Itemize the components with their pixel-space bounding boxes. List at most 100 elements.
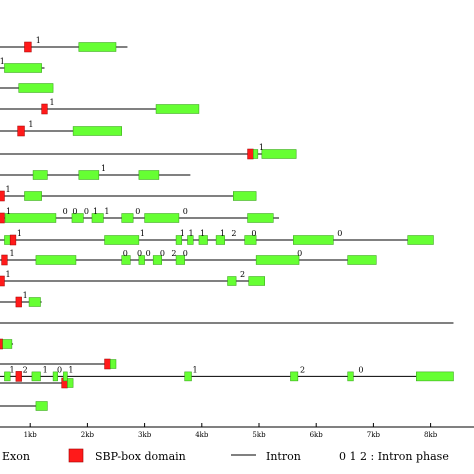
sbp-box-domain	[0, 275, 5, 287]
exon-block	[138, 255, 145, 265]
intron-phase-label: 1	[17, 229, 22, 238]
intron-phase-label: 1	[140, 229, 145, 238]
sbp-box-domain	[17, 125, 25, 137]
intron-phase-label: 1	[68, 365, 73, 374]
intron-phase-label: 1	[6, 207, 11, 216]
sbp-box-domain	[0, 212, 5, 224]
exon-block	[52, 371, 58, 382]
sbp-box-domain	[24, 41, 32, 53]
intron-phase-label: 0	[160, 249, 165, 258]
gene-row: 1	[0, 83, 54, 93]
intron-phase-label: 0	[57, 365, 62, 374]
exon-block	[110, 359, 117, 369]
exon-block	[2, 339, 13, 349]
exon-block	[198, 235, 208, 245]
legend: Exon SBP-box domain Intron 0 1 2 : Intro…	[2, 448, 449, 463]
exon-block	[253, 149, 259, 159]
exon-block	[416, 371, 454, 382]
exon-block	[18, 83, 54, 93]
exon-block	[255, 255, 300, 265]
axis-tick-label: 3kb	[138, 431, 152, 439]
exon-block	[347, 255, 377, 265]
intron-phase-label: 1	[189, 229, 194, 238]
intron-phase-label: 0	[123, 249, 128, 258]
exon-block	[31, 371, 41, 382]
intron-phase-label: 1	[9, 365, 14, 374]
exon-block	[227, 276, 237, 286]
exon-block	[78, 42, 117, 52]
axis-tick-label: 7kb	[367, 431, 381, 439]
gene-row: 210000200	[0, 249, 377, 266]
exon-block	[175, 235, 183, 245]
exon-block	[184, 371, 192, 382]
intron-phase-label: 1	[93, 207, 98, 216]
intron-phase-label: 0	[135, 207, 140, 216]
exon-block	[138, 170, 160, 180]
gene-row: 21	[0, 143, 297, 160]
gene-rows: 2111212121210121000110021111112002100002…	[0, 36, 454, 411]
legend-phase-label: 0 1 2 : Intron phase	[339, 450, 449, 463]
intron-phase-label: 1	[101, 164, 106, 173]
exon-block	[187, 235, 194, 245]
exon-block	[32, 170, 48, 180]
exon-block	[35, 255, 77, 265]
gene-row: 21	[0, 98, 200, 115]
intron-phase-label: 0	[183, 207, 188, 216]
gene-row: 2	[0, 338, 14, 350]
legend-exon-label: Exon	[2, 450, 30, 463]
gene-row	[0, 401, 48, 411]
exon-block	[144, 213, 180, 223]
gene-row: 212101120	[0, 365, 454, 382]
axis-tick-label: 4kb	[195, 431, 209, 439]
exon-block	[71, 213, 84, 223]
sbp-box-domain	[15, 296, 22, 308]
exon-block	[233, 191, 257, 201]
intron-phase-label: 1	[180, 229, 185, 238]
intron-phase-label: 1	[36, 36, 41, 45]
intron-phase-label: 1	[28, 120, 33, 129]
intron-phase-label: 0	[337, 229, 342, 238]
intron-phase-label: 0	[183, 249, 188, 258]
exon-block	[35, 401, 48, 411]
exon-block	[261, 149, 297, 159]
gene-row: 2111111200	[0, 229, 434, 246]
exon-block	[67, 378, 74, 388]
intron-phase-label: 0	[137, 249, 142, 258]
intron-phase-label: 1	[5, 270, 10, 279]
gene-row: 210001100	[0, 207, 280, 224]
axis-tick-label: 8kb	[424, 431, 438, 439]
intron-phase-label: 0	[297, 249, 302, 258]
sbp-box-domain	[104, 358, 111, 370]
intron-phase-label: 2	[240, 270, 245, 279]
exon-block	[347, 371, 354, 382]
intron-phase-label: 2	[231, 229, 236, 238]
intron-phase-label: 1	[50, 98, 55, 107]
exon-block	[4, 371, 11, 382]
intron-phase-label: 1	[193, 365, 198, 374]
intron-phase-label: 1	[220, 229, 225, 238]
intron-phase-label: 0	[63, 207, 68, 216]
intron-phase-label: 0	[358, 365, 363, 374]
intron-phase-label: 1	[0, 57, 5, 66]
exon-block	[121, 255, 131, 265]
sbp-box-domain	[1, 254, 8, 266]
axis-tick-label: 1kb	[24, 431, 38, 439]
gene-row: 21	[0, 291, 42, 308]
intron-phase-label: 1	[104, 207, 109, 216]
axis-tick-label: 5kb	[252, 431, 266, 439]
exon-block	[72, 126, 122, 136]
exon-block	[152, 255, 163, 265]
intron-phase-label: 0	[146, 249, 151, 258]
intron-phase-label: 0	[84, 207, 89, 216]
intron-phase-label: 0	[251, 229, 256, 238]
axis-tick-label: 6kb	[310, 431, 324, 439]
sbp-box-domain	[0, 190, 5, 202]
gene-row: 1	[0, 57, 45, 73]
exon-block	[247, 213, 274, 223]
exon-block	[175, 255, 185, 265]
sbp-box-domain	[0, 338, 3, 350]
exon-block	[215, 235, 225, 245]
scale-axis: 1kb 2kb 3kb 4kb 5kb 6kb 7kb 8kb	[0, 423, 474, 439]
gene-row: 21	[0, 120, 122, 137]
